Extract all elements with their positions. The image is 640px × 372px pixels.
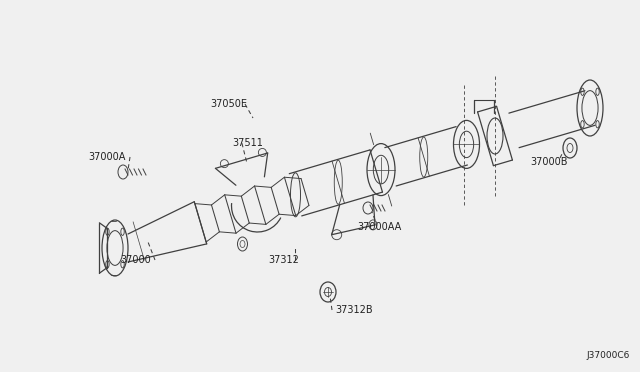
Text: 37000B: 37000B [530, 157, 568, 167]
Text: 37000: 37000 [120, 255, 151, 265]
Text: 37050E: 37050E [210, 99, 247, 109]
Text: 37000AA: 37000AA [357, 222, 401, 232]
Text: 37312B: 37312B [335, 305, 372, 315]
Text: 37511: 37511 [232, 138, 263, 148]
Text: J37000C6: J37000C6 [587, 351, 630, 360]
Text: 37312: 37312 [268, 255, 299, 265]
Text: 37000A: 37000A [88, 152, 125, 162]
